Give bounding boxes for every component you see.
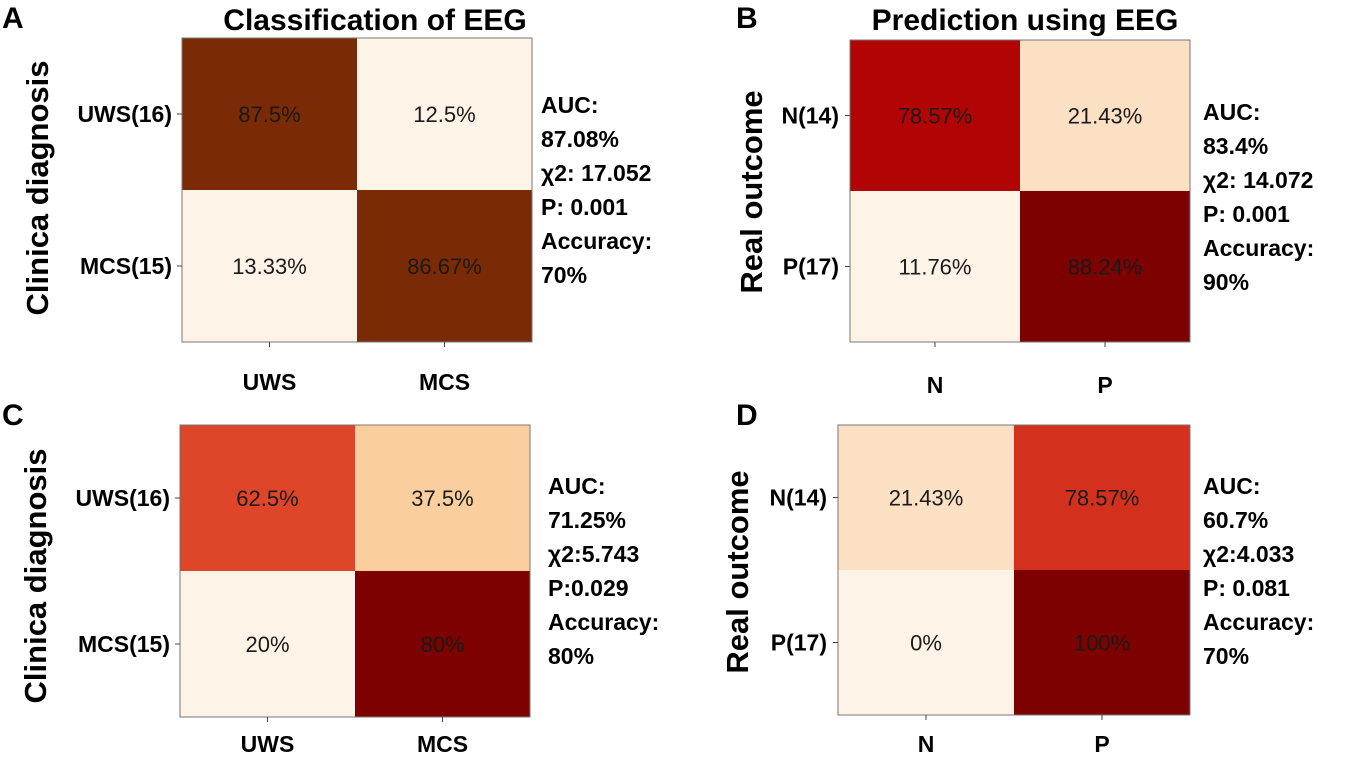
stat-line: P: 0.081: [1203, 575, 1290, 601]
row-label: MCS(15): [80, 253, 172, 279]
row-label: P(17): [783, 254, 839, 280]
panel-b: B Prediction using EEG Real outcome 78.57% 2…: [734, 2, 1314, 398]
heatmap-cell: [182, 38, 357, 190]
cell-value-label: 88.24%: [1068, 255, 1143, 280]
stat-line: 70%: [1203, 643, 1249, 669]
cell-value-label: 37.5%: [411, 486, 473, 511]
column-label: N: [927, 372, 944, 398]
stat-line: AUC:: [541, 92, 599, 118]
stat-line: χ2: 17.052: [541, 160, 651, 186]
panel-letter: D: [736, 399, 758, 432]
stat-line: Accuracy:: [1203, 609, 1314, 635]
row-label: P(17): [771, 630, 827, 656]
panel-letter: A: [2, 2, 24, 35]
panel-a: A Classification of EEG Clinica diagnosis 8…: [2, 2, 652, 395]
stat-line: AUC:: [548, 473, 606, 499]
cell-value-label: 86.67%: [407, 254, 482, 279]
chart-title: Classification of EEG: [223, 4, 526, 37]
stat-line: 70%: [541, 262, 587, 288]
cell-value-label: 78.57%: [898, 104, 973, 129]
cell-value-label: 87.5%: [238, 102, 300, 127]
cell-value-label: 21.43%: [889, 486, 964, 511]
cell-value-label: 100%: [1074, 631, 1130, 656]
cell-value-label: 12.5%: [413, 102, 475, 127]
heatmap-cell: [1014, 570, 1190, 715]
panel-c: C Clinica diagnosis 62.5% 37.5% 20% 80% UWS(16…: [2, 399, 659, 757]
plot-frame: [837, 424, 1191, 716]
stat-line: 80%: [548, 643, 594, 669]
row-label: UWS(16): [77, 101, 172, 127]
heatmap-cell: [182, 190, 357, 342]
stat-line: P: 0.001: [541, 194, 628, 220]
column-label: MCS: [419, 369, 470, 395]
column-label: MCS: [417, 731, 468, 757]
stat-line: 90%: [1203, 269, 1249, 295]
stat-line: 87.08%: [541, 126, 619, 152]
y-axis-label: Real outcome: [734, 90, 769, 293]
y-axis-label: Real outcome: [720, 470, 755, 673]
row-label: N(14): [781, 103, 839, 129]
heatmap-cell: [355, 425, 530, 571]
heatmap-cell: [838, 425, 1014, 570]
stat-line: χ2:4.033: [1203, 541, 1294, 567]
heatmap-cell: [357, 38, 532, 190]
heatmap-cell: [1020, 191, 1190, 342]
stat-line: Accuracy:: [548, 609, 659, 635]
stat-line: 83.4%: [1203, 133, 1268, 159]
column-label: UWS: [243, 369, 297, 395]
stat-line: 71.25%: [548, 507, 626, 533]
row-label: UWS(16): [75, 485, 170, 511]
cell-value-label: 20%: [245, 632, 289, 657]
cell-value-label: 80%: [420, 632, 464, 657]
plot-frame: [849, 39, 1191, 343]
heatmap-cell: [1020, 40, 1190, 191]
column-label: N: [918, 731, 935, 757]
stat-line: 60.7%: [1203, 507, 1268, 533]
y-axis-label: Clinica diagnosis: [20, 61, 55, 316]
stat-line: P:0.029: [548, 575, 629, 601]
row-label: N(14): [769, 485, 827, 511]
heatmap-cell: [838, 570, 1014, 715]
cell-value-label: 0%: [910, 631, 942, 656]
heatmap-cell: [850, 40, 1020, 191]
stat-line: χ2: 14.072: [1203, 167, 1313, 193]
stat-line: Accuracy:: [541, 228, 652, 254]
heatmap-cell: [357, 190, 532, 342]
row-label: MCS(15): [78, 631, 170, 657]
stat-line: AUC:: [1203, 99, 1261, 125]
stat-line: Accuracy:: [1203, 235, 1314, 261]
column-label: UWS: [241, 731, 295, 757]
stat-line: P: 0.001: [1203, 201, 1290, 227]
heatmap-cell: [850, 191, 1020, 342]
cell-value-label: 21.43%: [1068, 104, 1143, 129]
heatmap-cell: [180, 425, 355, 571]
heatmap-cell: [1014, 425, 1190, 570]
heatmap-cell: [180, 571, 355, 717]
panel-letter: C: [2, 399, 24, 432]
column-label: P: [1097, 372, 1112, 398]
cell-value-label: 11.76%: [899, 255, 972, 280]
chart-title: Prediction using EEG: [872, 4, 1179, 37]
panel-letter: B: [736, 2, 758, 35]
column-label: P: [1094, 731, 1109, 757]
plot-frame: [181, 37, 533, 343]
cell-value-label: 62.5%: [236, 486, 298, 511]
heatmap-cell: [355, 571, 530, 717]
stat-line: AUC:: [1203, 473, 1261, 499]
stat-line: χ2:5.743: [548, 541, 639, 567]
panel-d: D Real outcome 21.43% 78.57% 0% 100% N(14) P(17…: [720, 399, 1314, 757]
cell-value-label: 13.33%: [232, 254, 307, 279]
cell-value-label: 78.57%: [1065, 486, 1140, 511]
plot-frame: [179, 424, 531, 718]
y-axis-label: Clinica diagnosis: [18, 449, 53, 704]
